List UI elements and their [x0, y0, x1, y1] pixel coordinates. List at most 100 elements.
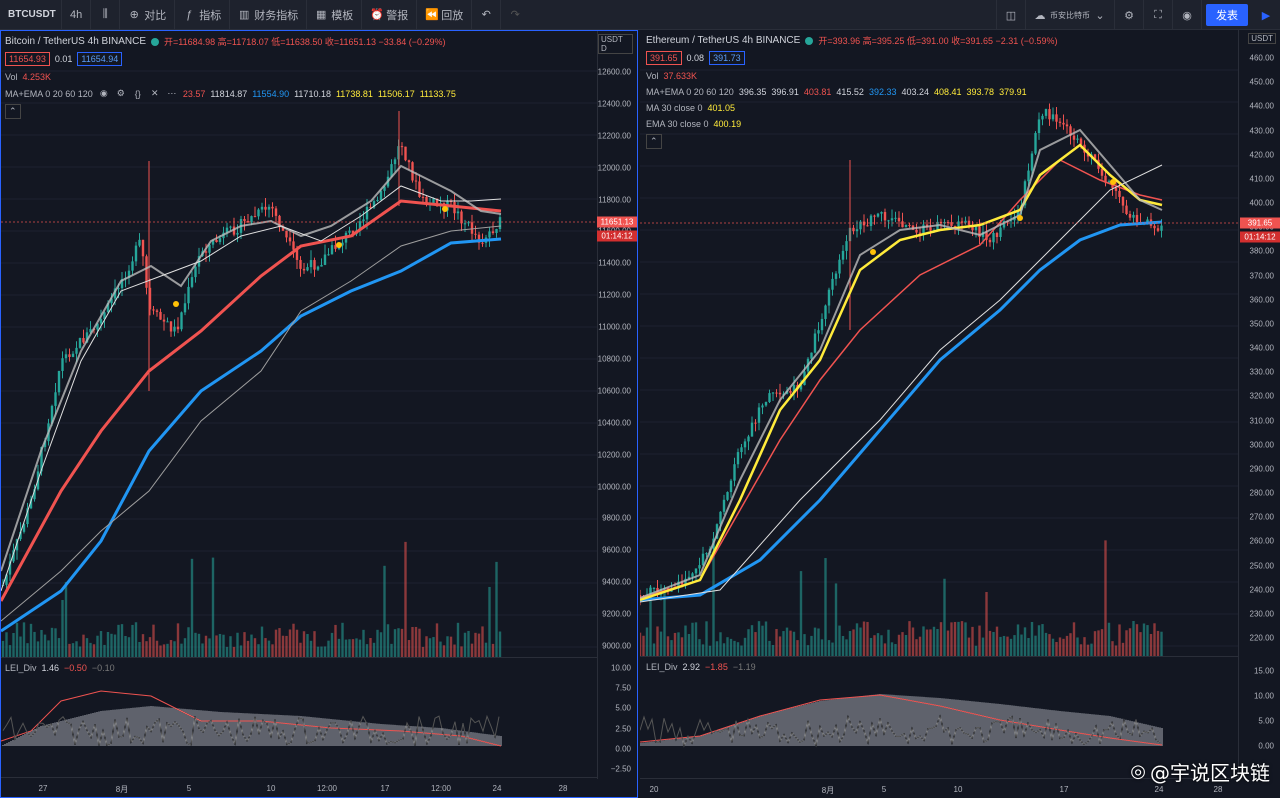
btc-time-axis[interactable]: 27 8月 5 10 12:00 17 12:00 24 28 [1, 777, 597, 797]
fullscreen-button[interactable]: ⛶ [1144, 0, 1173, 30]
eth-price-axis[interactable]: USDT 460.00 450.00 440.00 430.00 420.00 410.0… [1238, 30, 1280, 778]
eye-icon[interactable]: ◉ [99, 88, 108, 98]
settings-button[interactable]: ⚙ [1115, 0, 1144, 30]
signal-dot [1017, 215, 1023, 221]
close-icon[interactable]: ✕ [151, 88, 159, 98]
templates-button[interactable]: ▦ 模板 [307, 0, 363, 30]
candle-body [89, 329, 92, 333]
volume-bar [152, 624, 155, 657]
candle-body [85, 332, 89, 343]
btc-ask[interactable]: 11654.94 [77, 52, 123, 66]
snapshot-button[interactable]: ◉ [1173, 0, 1202, 30]
compare-button[interactable]: ⊕ 对比 [120, 0, 176, 30]
btc-chart-canvas[interactable] [1, 31, 597, 779]
currency-select[interactable]: ☁ 币安比特币 ⌄ [1026, 0, 1115, 30]
volume-bar [722, 643, 726, 656]
source-code-icon[interactable]: {} [134, 88, 141, 99]
weibo-logo-icon: ◎ [1130, 761, 1146, 782]
chevron-up-icon[interactable]: ⌃ [5, 104, 21, 119]
volume-bar [330, 632, 334, 657]
eth-ma-label[interactable]: MA+EMA 0 20 60 120 [646, 87, 734, 97]
candle-body [474, 233, 477, 235]
alert-button[interactable]: ⏰ 警报 [362, 0, 418, 30]
candle-body [729, 480, 733, 493]
volume-bar [1111, 641, 1114, 656]
eth-chart-pane[interactable]: Ethereum / TetherUS 4h BINANCE 开=393.96 … [640, 30, 1280, 798]
candle-body [96, 323, 99, 330]
redo-button[interactable]: ↷ [501, 0, 529, 30]
volume-bar [57, 638, 61, 657]
volume-bar [1142, 623, 1146, 656]
candle-body [743, 441, 747, 448]
btc-bid[interactable]: 11654.93 [5, 52, 50, 66]
btc-currency-label[interactable]: USDT D [598, 34, 633, 54]
candle-body [15, 539, 19, 551]
eth-ma30-label[interactable]: MA 30 close 0 [646, 103, 703, 113]
eth-ask[interactable]: 391.73 [709, 51, 745, 65]
play-button[interactable]: ▶ [1252, 0, 1280, 30]
eth-collapse-legend[interactable]: ⌃ [646, 134, 662, 149]
candle-body [414, 180, 418, 182]
alarm-icon: ⏰ [370, 9, 384, 21]
indicators-button[interactable]: ƒ 指标 [175, 0, 231, 30]
btc-ma-label[interactable]: MA+EMA 0 20 60 120 [5, 88, 93, 99]
interval-button[interactable]: 4h [62, 0, 92, 30]
btc-price-axis[interactable]: USDT D 12600.00 12400.00 12200.00 12000.00 1… [597, 31, 637, 779]
volume-bar [813, 627, 817, 656]
publish-button[interactable]: 发表 [1206, 4, 1248, 26]
candle-body [470, 222, 474, 234]
volume-bar [946, 630, 950, 656]
ema-yellow-line [640, 143, 1163, 602]
volume-bar [1069, 633, 1072, 656]
symbol-search[interactable]: BTCUSDT [0, 0, 62, 30]
volume-bar [467, 630, 470, 657]
volume-bar [778, 636, 782, 656]
volume-bar [974, 645, 978, 656]
time-tick-label: 17 [1059, 785, 1069, 794]
candle-body [218, 238, 222, 243]
volume-bar [442, 645, 446, 657]
volume-bar [708, 645, 712, 656]
volume-bar [477, 633, 481, 657]
eth-osc-label[interactable]: LEI_Div [646, 662, 678, 672]
settings-icon[interactable]: ⚙ [116, 88, 125, 98]
btc-symbol-title[interactable]: Bitcoin / TetherUS 4h BINANCE [5, 36, 146, 47]
volume-bar [673, 632, 677, 656]
eth-ema30-label[interactable]: EMA 30 close 0 [646, 119, 709, 129]
btc-pane-separator[interactable] [1, 657, 597, 658]
financials-button[interactable]: ▥ 财务指标 [230, 0, 308, 30]
btc-chart-pane[interactable]: Bitcoin / TetherUS 4h BINANCE 开=11684.98… [0, 30, 638, 798]
eth-ma-v7: 393.78 [966, 87, 995, 97]
price-tick-label: 350.00 [1249, 319, 1274, 329]
btc-osc-label[interactable]: LEI_Div [5, 663, 37, 673]
chart-type-button[interactable]: ⫼ [91, 0, 121, 30]
volume-bar [99, 631, 103, 657]
volume-bar [754, 632, 757, 656]
eth-time-axis[interactable]: 20 8月 5 10 17 24 28 [640, 778, 1238, 798]
candle-body [390, 164, 393, 177]
candle-body [22, 524, 26, 532]
volume-bar [740, 645, 743, 656]
candle-body [831, 278, 834, 290]
volume-bar [134, 622, 138, 657]
volume-bar [323, 646, 327, 657]
chevron-up-icon[interactable]: ⌃ [646, 134, 662, 149]
eth-bid[interactable]: 391.65 [646, 51, 682, 65]
replay-button[interactable]: ⏪ 回放 [417, 0, 473, 30]
eth-currency-label[interactable]: USDT [1248, 33, 1276, 44]
undo-button[interactable]: ↶ [472, 0, 502, 30]
layout-button[interactable]: ◫ [996, 0, 1026, 30]
candle-body [134, 245, 138, 262]
btc-collapse-legend[interactable]: ⌃ [5, 104, 21, 119]
volume-bar [148, 637, 152, 657]
volume-bar [848, 631, 852, 656]
volume-bar [1097, 630, 1100, 656]
eth-chart-canvas[interactable] [640, 30, 1238, 778]
eth-symbol-title[interactable]: Ethereum / TetherUS 4h BINANCE [646, 35, 801, 46]
more-icon[interactable]: ⋯ [167, 88, 177, 98]
volume-bar [925, 629, 929, 656]
eth-pane-separator[interactable] [640, 656, 1238, 657]
volume-bar [810, 635, 813, 656]
candle-body [691, 573, 694, 577]
volume-bar [271, 644, 274, 657]
